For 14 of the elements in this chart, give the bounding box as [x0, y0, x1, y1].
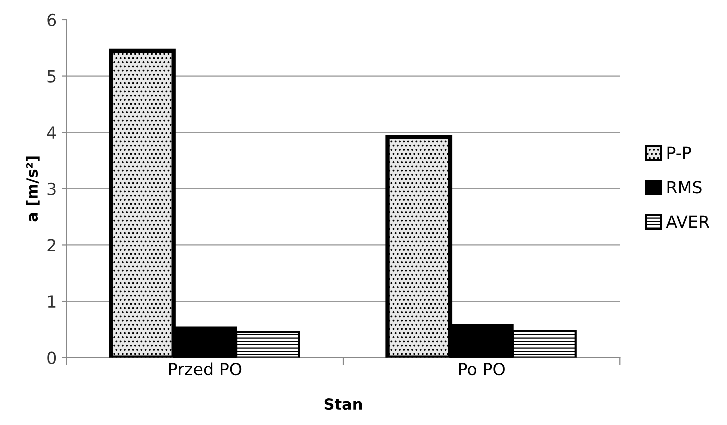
legend-label: RMS	[668, 181, 702, 194]
x-axis-title: Stan	[324, 398, 362, 410]
x-tick-label: Przed PO	[170, 362, 242, 376]
y-tick-label: 4	[47, 126, 56, 139]
y-tick-label: 6	[48, 14, 56, 27]
y-tick-label: 3	[48, 182, 56, 196]
text: AVER	[666, 216, 710, 228]
legend-label: P-P	[668, 146, 692, 160]
y-axis-title: a [m/s²]	[26, 156, 40, 222]
y-tick-label: 0	[48, 352, 56, 364]
y-tick-label: 5	[48, 70, 56, 83]
y-tick-label: 1	[48, 296, 56, 308]
y-tick-label: 2	[48, 239, 56, 252]
x-tick-label: Po PO	[459, 363, 505, 376]
